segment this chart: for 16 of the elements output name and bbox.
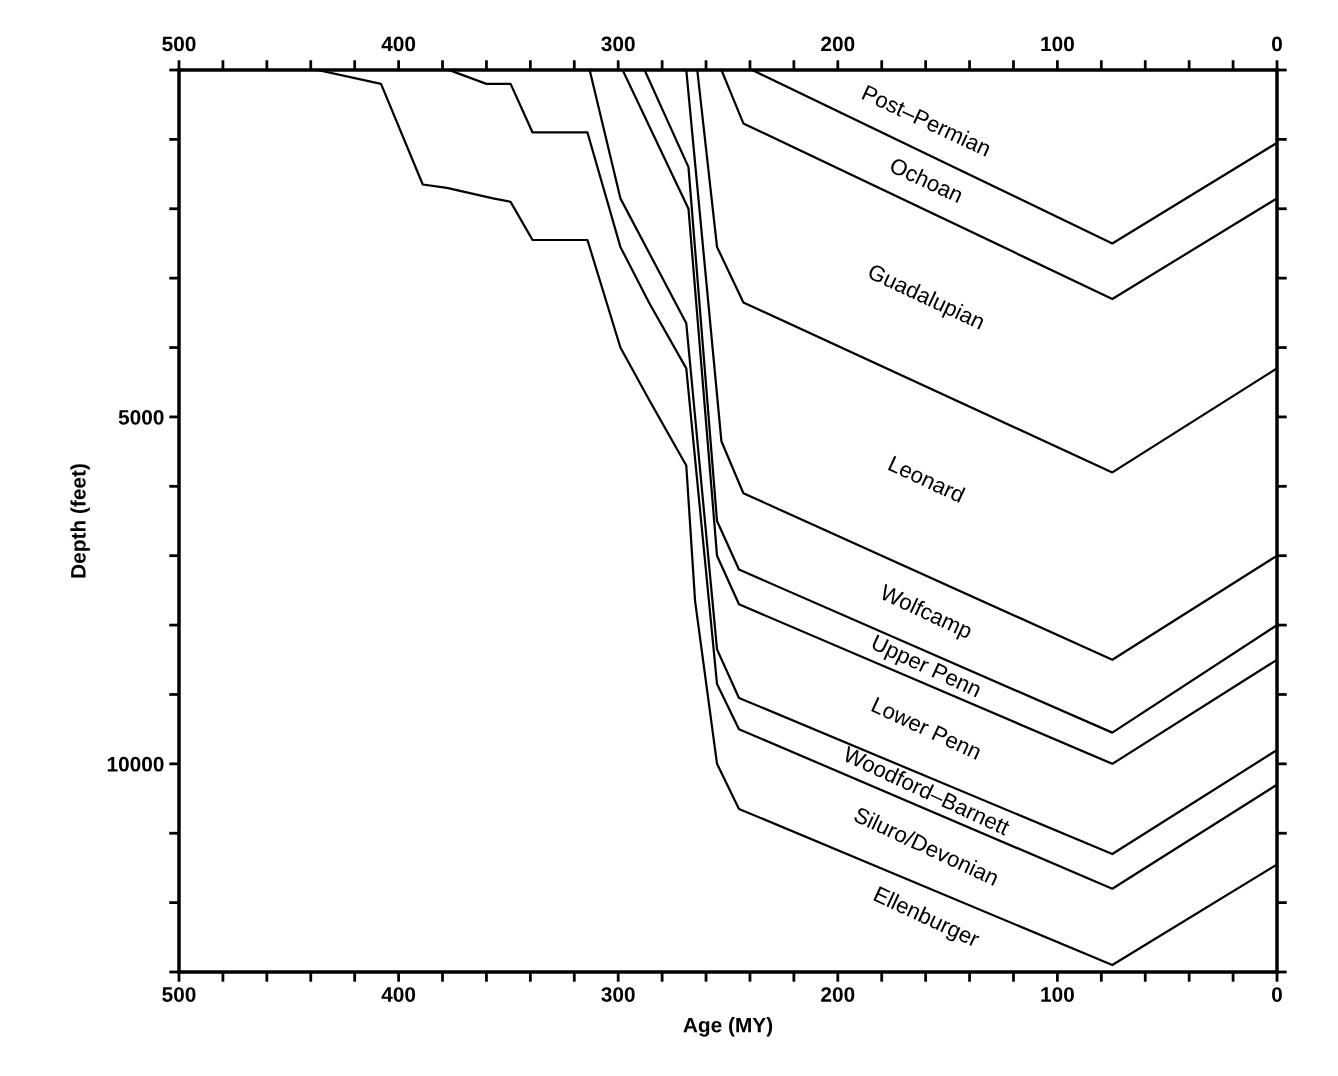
x-tick-label: 400 — [381, 987, 416, 1002]
x-tick-label: 300 — [601, 987, 635, 1002]
x-tick-label: 200 — [821, 987, 855, 1002]
x-tick-label: 500 — [162, 987, 196, 1002]
x2-tick-label: 500 — [162, 36, 196, 52]
y-tick-label: 5000 — [118, 409, 164, 425]
y-tick-label: 10000 — [107, 756, 164, 772]
x2-tick-label: 400 — [381, 36, 416, 52]
x2-tick-label: 0 — [1272, 36, 1282, 52]
x2-tick-label: 100 — [1041, 36, 1074, 52]
x-axis-title: Age (MY) — [683, 1017, 773, 1037]
x2-tick-label: 200 — [821, 36, 855, 52]
y-axis-title: Depth (feet) — [70, 464, 90, 578]
x2-tick-label: 300 — [601, 36, 635, 52]
x-tick-label: 100 — [1041, 987, 1074, 1002]
x-tick-label: 0 — [1272, 987, 1282, 1002]
